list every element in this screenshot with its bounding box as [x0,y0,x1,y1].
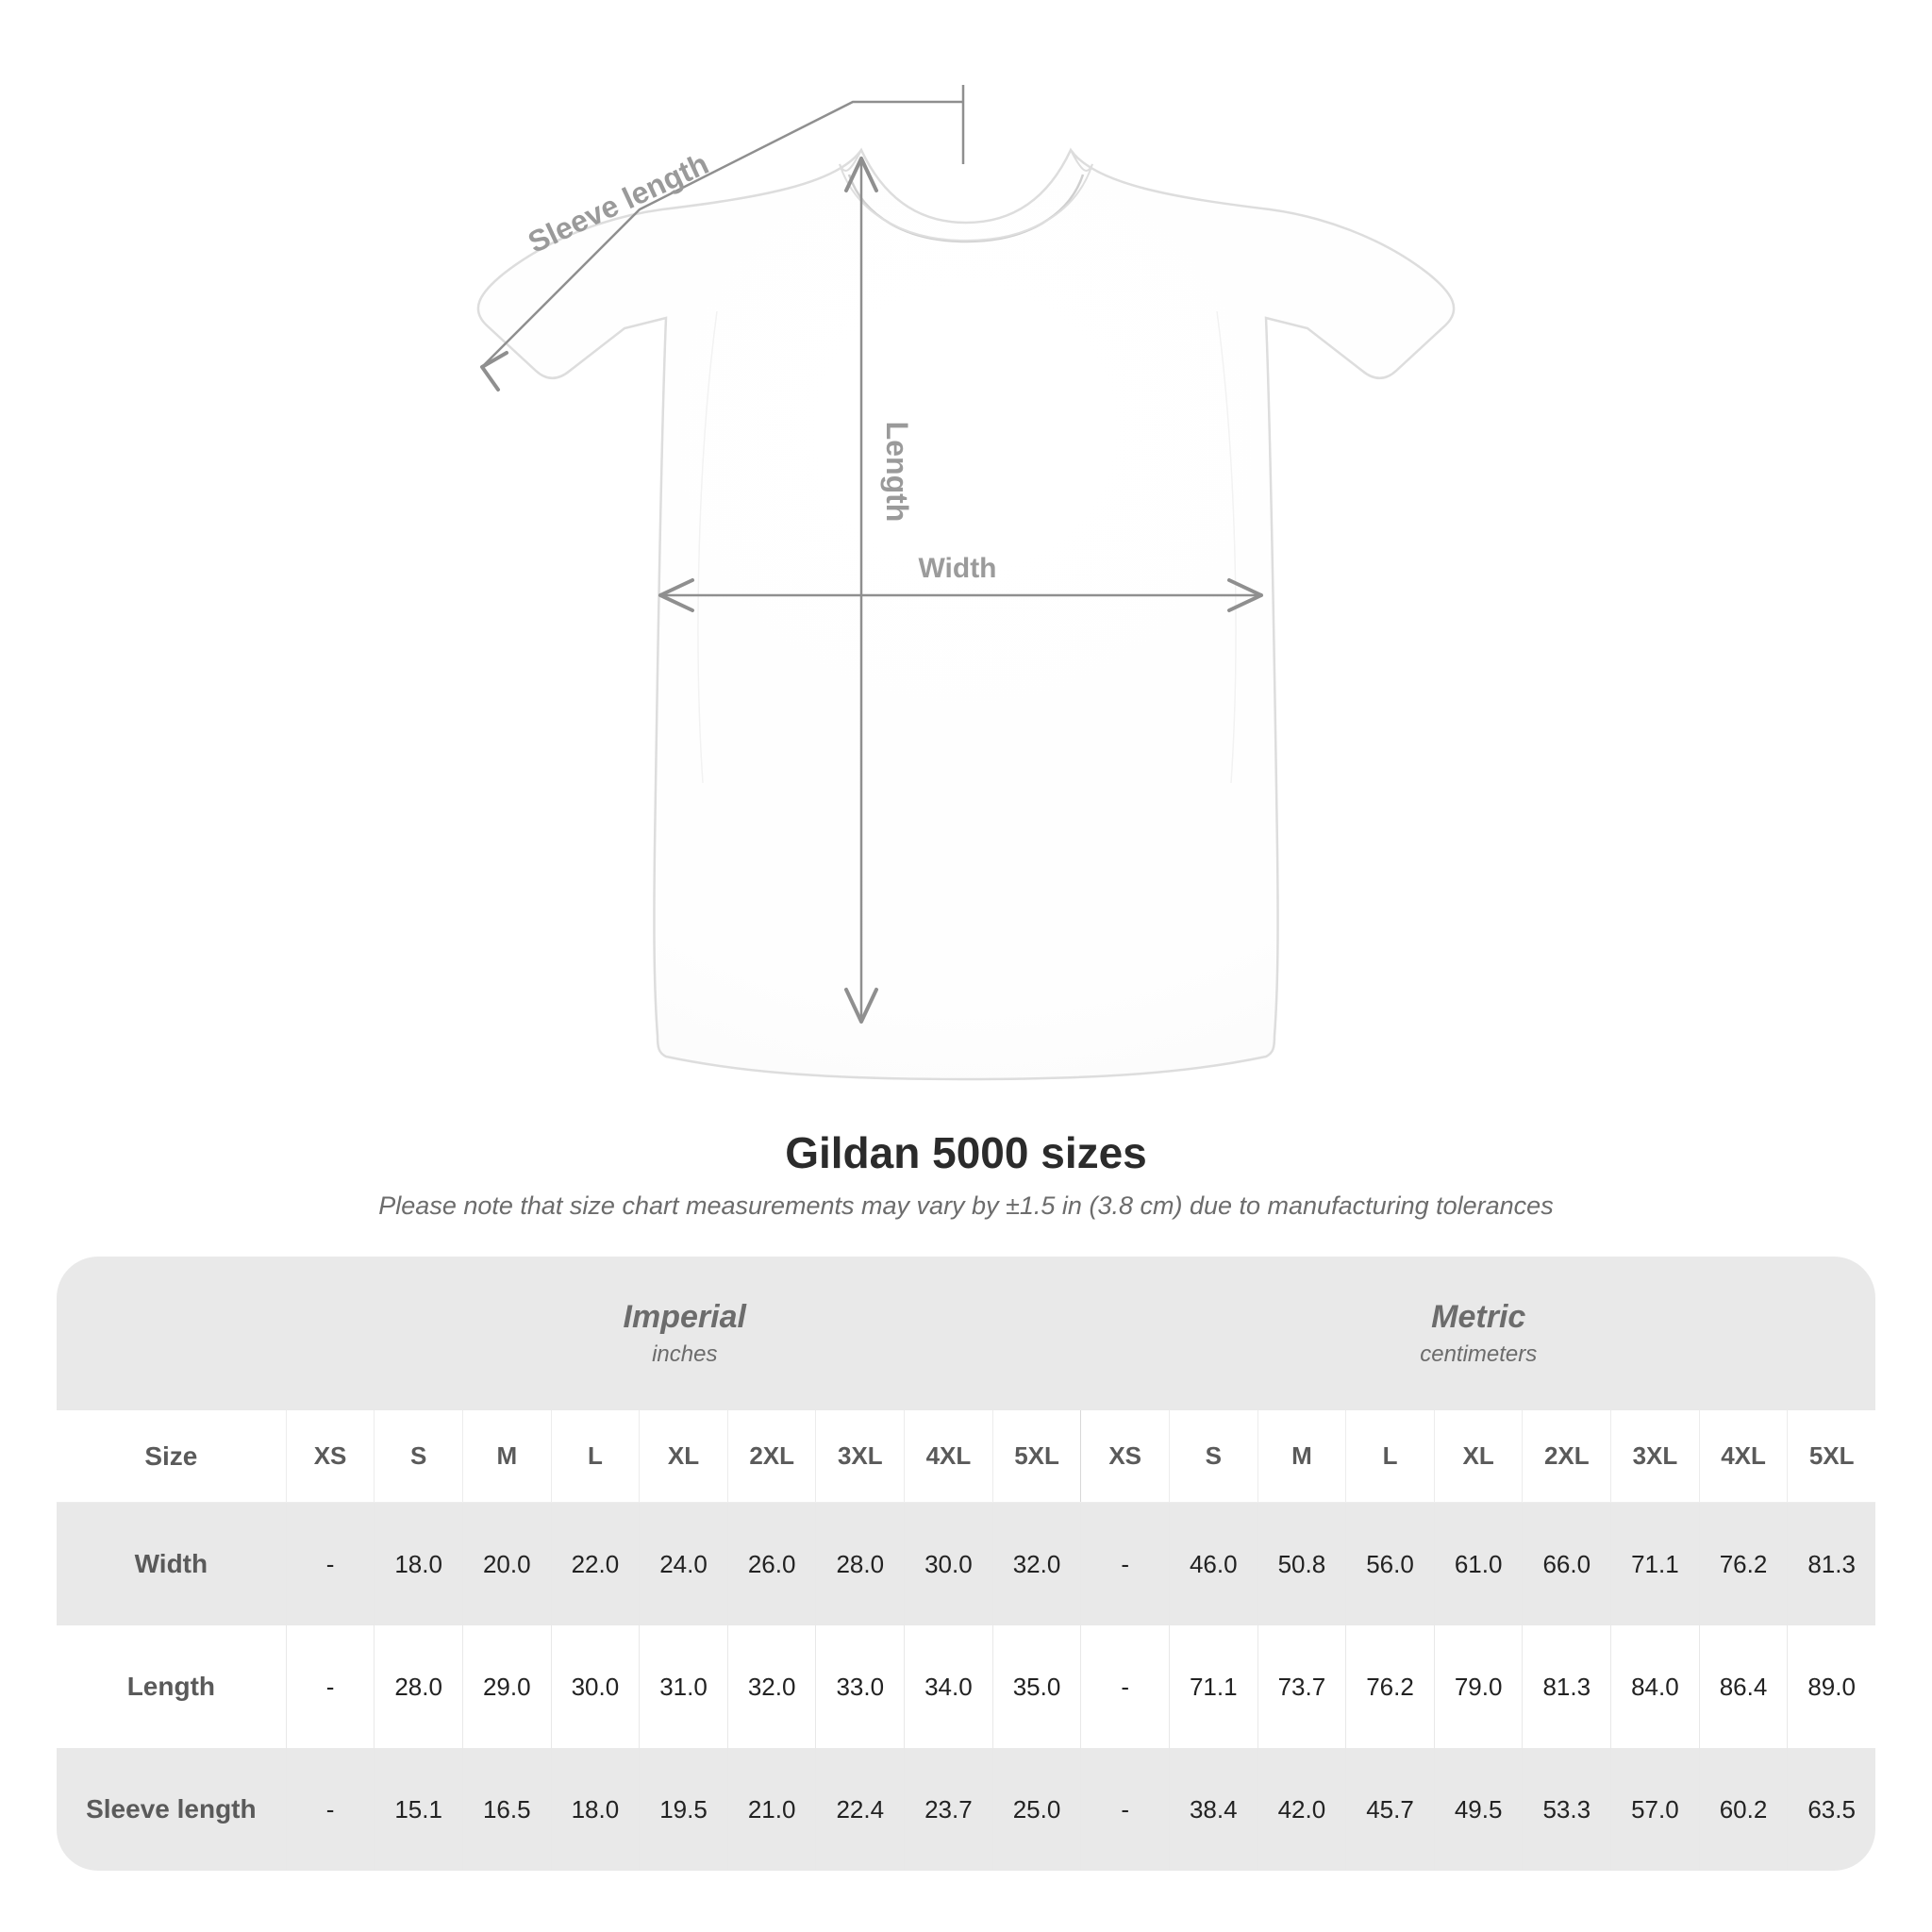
svg-text:Width: Width [918,553,996,584]
svg-text:Length: Length [880,422,914,523]
